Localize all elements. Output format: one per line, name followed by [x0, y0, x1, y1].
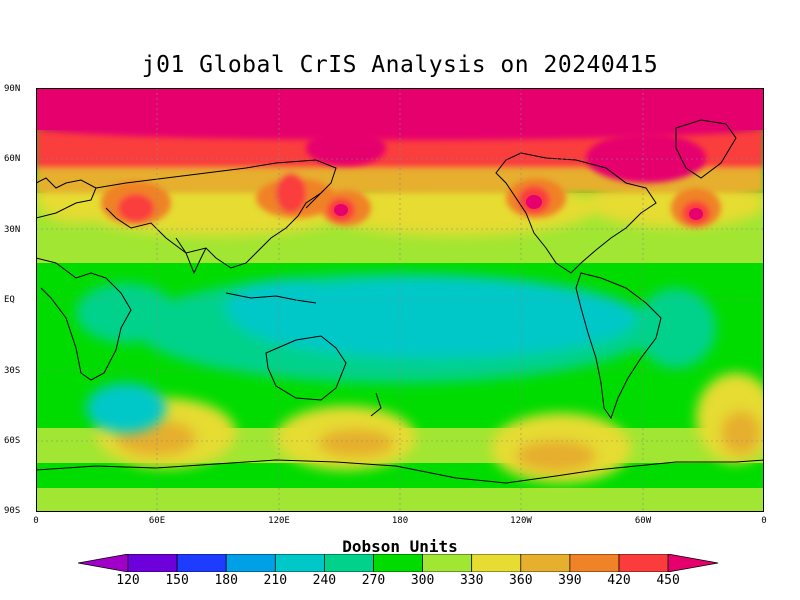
- lat-label: 30S: [4, 366, 21, 376]
- colorbar-segment: [274, 554, 325, 572]
- colorbar-tick-label: 240: [312, 573, 337, 588]
- colorbar-tick-label: 390: [558, 573, 582, 588]
- map-frame: [36, 88, 764, 512]
- colorbar-tick-label: 300: [410, 573, 435, 588]
- colorbar-segment: [127, 554, 178, 572]
- colorbar-segment: [569, 554, 620, 572]
- lat-label: 60N: [4, 154, 21, 164]
- colorbar-title: Dobson Units: [342, 537, 458, 556]
- colorbar-tick-label: 120: [116, 573, 140, 588]
- colorbar-segment: [225, 554, 276, 572]
- colorbar-segment: [471, 554, 522, 572]
- lon-label: 60E: [148, 516, 166, 526]
- colorbar-segment: [618, 554, 669, 572]
- colorbar-tick-label: 360: [509, 573, 533, 588]
- colorbar-tick-label: 180: [214, 573, 238, 588]
- lat-label: 30N: [4, 225, 21, 235]
- colorbar-tick-label: 270: [361, 573, 386, 588]
- colorbar-tick-label: 450: [656, 573, 680, 588]
- colorbar-segment: [373, 554, 423, 572]
- lat-label: 90N: [4, 84, 21, 94]
- lon-label: 120W: [510, 516, 532, 526]
- colorbar-tick-label: 150: [165, 573, 189, 588]
- grid-lines: [36, 88, 764, 512]
- lat-label: 90S: [4, 506, 21, 516]
- lon-label: 0: [761, 516, 767, 526]
- lon-label: 120E: [268, 516, 290, 526]
- lon-label: 180: [391, 516, 409, 526]
- lat-label: 60S: [4, 436, 21, 446]
- colorbar: [78, 554, 719, 572]
- colorbar-tick-label: 210: [263, 573, 288, 588]
- colorbar-tick-label: 330: [459, 573, 484, 588]
- lon-label: 0: [33, 516, 39, 526]
- lon-label: 60W: [634, 516, 652, 526]
- colorbar-segment: [422, 554, 473, 572]
- ozone-map-canvas: [36, 88, 764, 512]
- colorbar-low-arrow: [78, 554, 129, 572]
- colorbar-segment: [176, 554, 227, 572]
- lat-label: EQ: [4, 295, 15, 305]
- colorbar-segment: [324, 554, 374, 572]
- colorbar-segment: [520, 554, 571, 572]
- coastlines: [36, 119, 764, 484]
- map-title: j01 Global CrIS Analysis on 20240415: [141, 52, 659, 78]
- colorbar-tick-label: 420: [607, 573, 631, 588]
- ozone-map: [36, 88, 764, 512]
- colorbar-high-arrow: [667, 554, 719, 572]
